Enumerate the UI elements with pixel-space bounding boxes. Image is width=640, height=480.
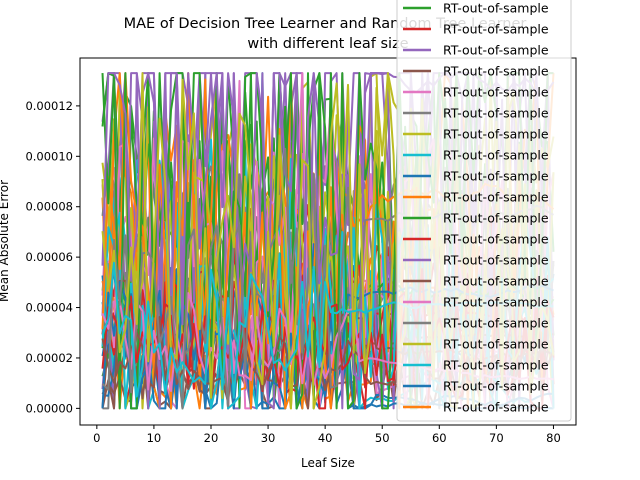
- legend-label: RT-out-of-sample: [443, 169, 549, 184]
- y-axis-ticks: 0.00000 0.00002 0.00004 0.00006 0.00008 0.000…: [25, 99, 80, 415]
- x-tick-label: 10: [147, 431, 162, 445]
- legend-label: RT-out-of-sample: [443, 358, 549, 373]
- legend-label: RT-out-of-sample: [443, 106, 549, 121]
- x-tick-label: 40: [318, 431, 333, 445]
- legend-label: RT-out-of-sample: [443, 379, 549, 394]
- x-axis-label: Leaf Size: [301, 456, 355, 470]
- x-axis-ticks: 0 10 20 30 40 50 60 70 80: [93, 425, 561, 445]
- y-tick-label: 0.00004: [25, 301, 73, 315]
- plot-frame: [79, 57, 577, 426]
- legend-label: RT-out-of-sample: [443, 337, 549, 352]
- legend-box: [396, 0, 572, 422]
- x-tick-label: 0: [93, 431, 100, 445]
- x-tick-label: 50: [375, 431, 390, 445]
- y-tick-label: 0.00012: [25, 99, 73, 113]
- legend-label: RT-out-of-sample: [443, 274, 549, 289]
- legend-label: RT-out-of-sample: [443, 253, 549, 268]
- legend-label: RT-out-of-sample: [443, 127, 549, 142]
- y-tick-label: 0.00002: [25, 351, 73, 365]
- legend-label: RT-out-of-sample: [443, 232, 549, 247]
- legend-label: RT-out-of-sample: [443, 211, 549, 226]
- y-tick-label: 0.00010: [25, 149, 73, 163]
- legend-label: RT-out-of-sample: [443, 316, 549, 331]
- x-tick-label: 70: [489, 431, 504, 445]
- legend-label: RT-out-of-sample: [443, 190, 549, 205]
- legend-label: RT-out-of-sample: [443, 85, 549, 100]
- x-tick-label: 60: [432, 431, 447, 445]
- legend-label: RT-out-of-sample: [443, 148, 549, 163]
- y-axis-label: Mean Absolute Error: [0, 180, 11, 302]
- legend-label: RT-out-of-sample: [443, 295, 549, 310]
- y-tick-label: 0.00008: [25, 200, 73, 214]
- y-tick-label: 0.00006: [25, 250, 73, 264]
- x-tick-label: 80: [546, 431, 561, 445]
- legend-label: RT-out-of-sample: [443, 43, 549, 58]
- chart-title-line-2: with different leaf size: [247, 36, 408, 52]
- legend-label: RT-out-of-sample: [443, 64, 549, 79]
- x-tick-label: 20: [204, 431, 219, 445]
- legend-label: RT-out-of-sample: [443, 400, 549, 415]
- legend-label: RT-out-of-sample: [443, 22, 549, 37]
- x-tick-label: 30: [261, 431, 276, 445]
- legend-label: RT-out-of-sample: [443, 1, 549, 16]
- legend: RT-out-of-sample RT-out-of-sample RT-out-o…: [396, 0, 572, 422]
- y-tick-label: 0.00000: [25, 401, 73, 415]
